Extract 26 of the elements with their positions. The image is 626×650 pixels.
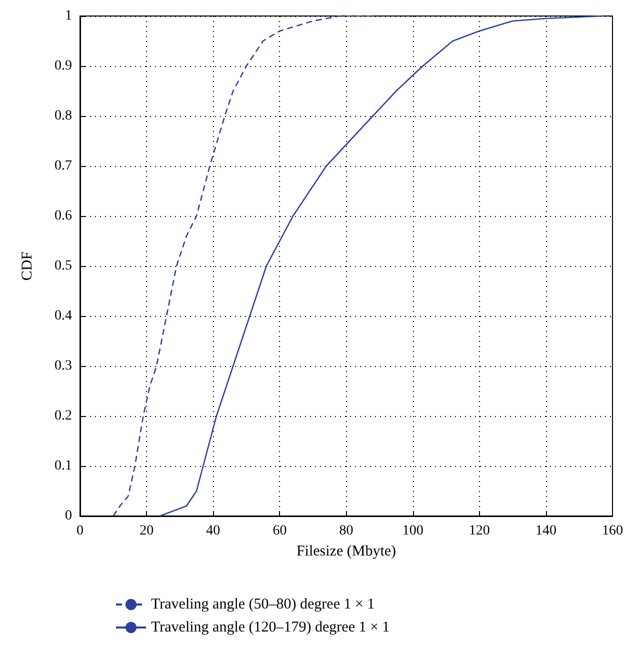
x-tick-label: 120	[468, 524, 490, 538]
x-tick-label: 40	[206, 524, 220, 538]
x-tick-label: 60	[272, 524, 287, 538]
x-tick-label: 140	[535, 524, 556, 538]
y-tick-label: 0.7	[54, 158, 72, 174]
y-axis-title: CDF	[20, 251, 36, 281]
line-series	[159, 15, 604, 517]
y-tick-label: 0.3	[54, 358, 72, 374]
y-tick-label: 0.5	[54, 258, 72, 274]
legend-label: Traveling angle (50–80) degree 1 × 1	[151, 596, 375, 612]
legend-label: Traveling angle (120–179) degree 1 × 1	[151, 620, 390, 636]
x-tick-label: 20	[140, 524, 154, 538]
x-tick-label: 0	[76, 524, 84, 538]
x-tick-label: 100	[402, 524, 424, 538]
y-tick-label: 0.2	[54, 408, 72, 424]
y-tick-label: 0.8	[54, 108, 72, 124]
x-axis-title: Filesize (Mbyte)	[296, 544, 396, 560]
y-tick-label: 0	[65, 508, 72, 524]
y-tick-label: 1	[65, 8, 72, 24]
x-tick-label: 160	[602, 524, 623, 538]
line-series	[112, 15, 374, 517]
y-tick-label: 0.6	[54, 208, 72, 224]
x-tick-label: 80	[339, 524, 354, 538]
y-tick-label: 0.1	[54, 458, 72, 474]
y-tick-label: 0.4	[54, 308, 72, 324]
y-tick-label: 0.9	[54, 58, 72, 74]
